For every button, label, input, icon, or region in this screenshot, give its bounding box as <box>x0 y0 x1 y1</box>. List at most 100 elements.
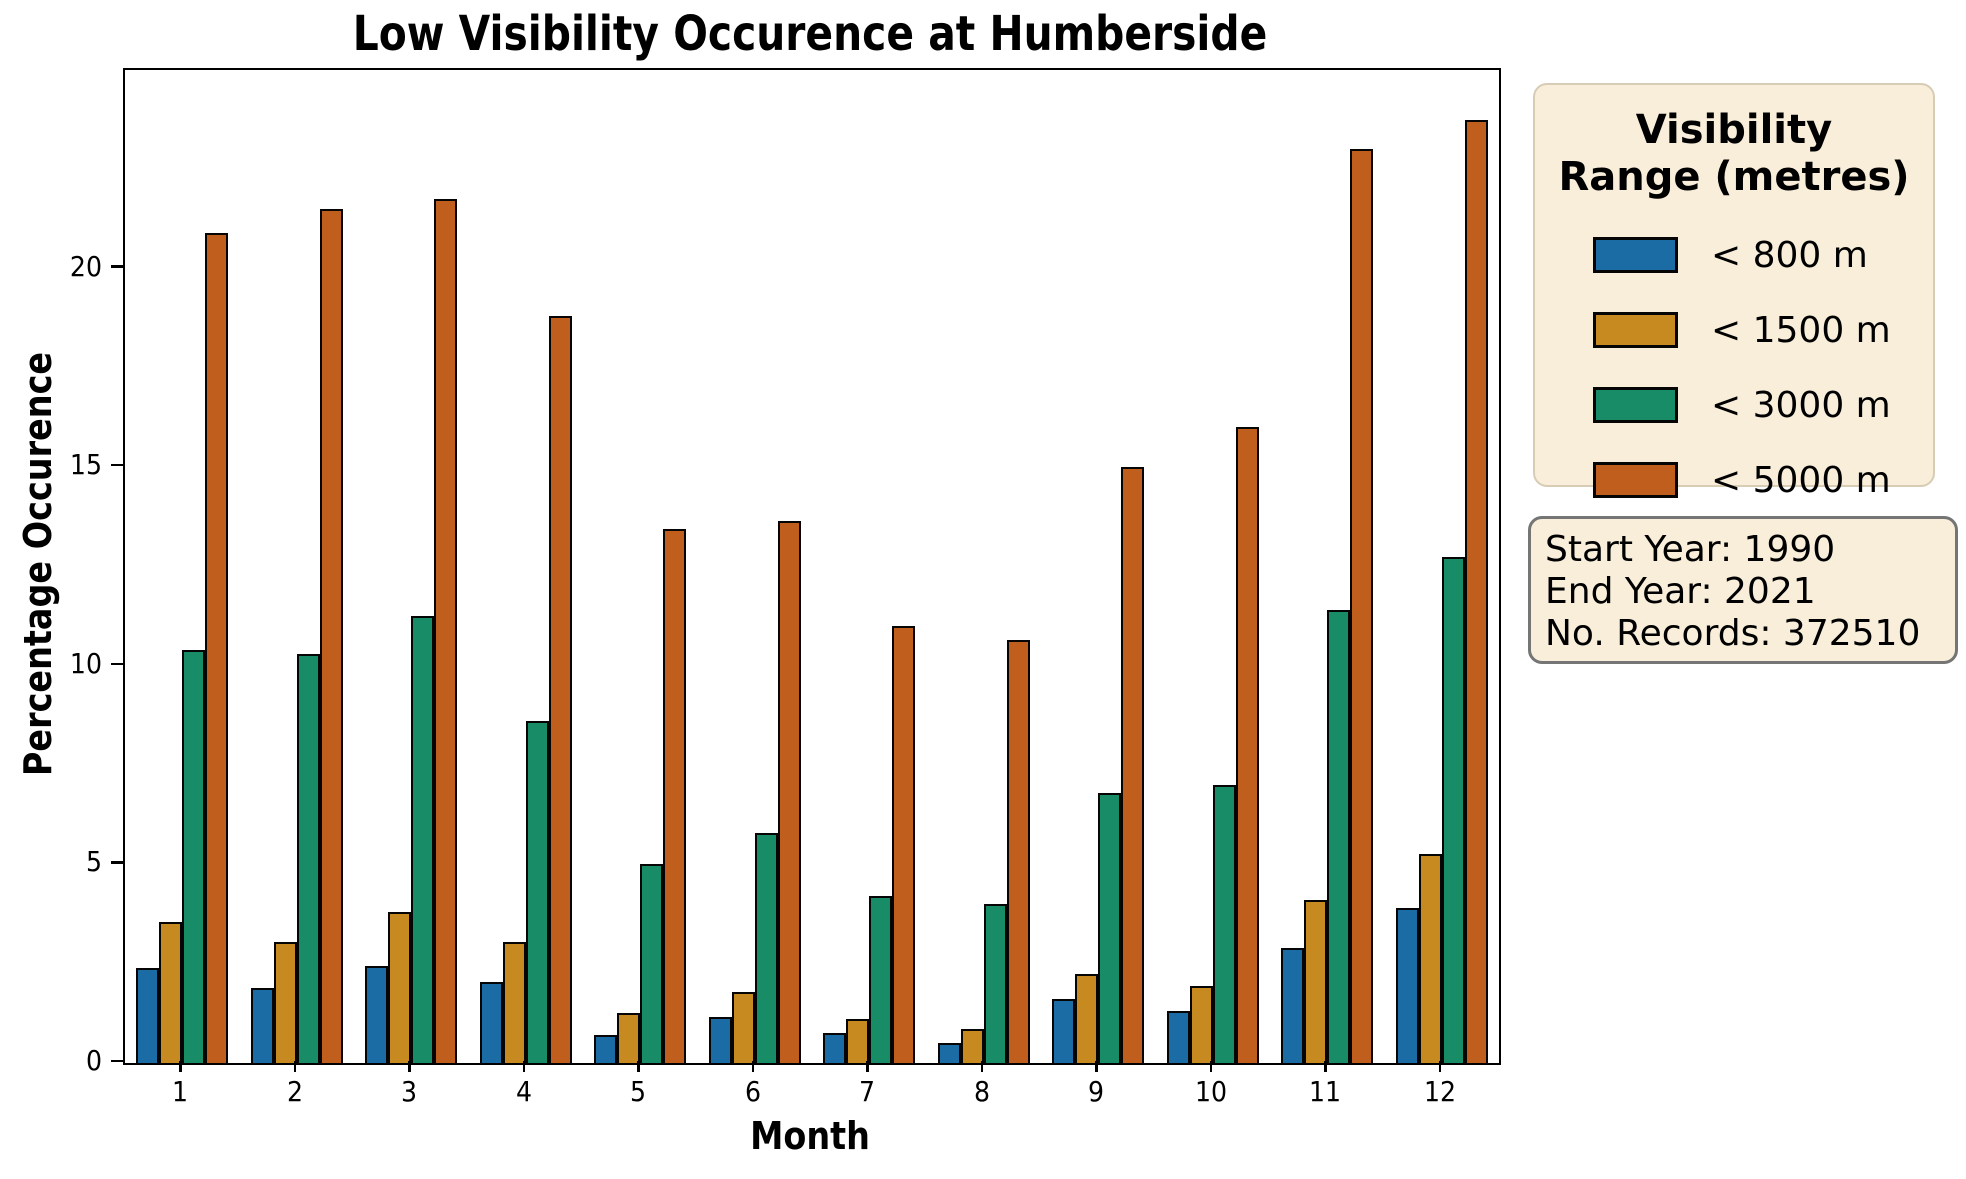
x-tick-mark-6 <box>751 1061 754 1072</box>
x-tick-label-9: 9 <box>1088 1075 1105 1108</box>
bar-group-month-2 <box>240 70 355 1063</box>
x-tick-mark-1 <box>179 1061 182 1072</box>
legend-title: Visibility Range (metres) <box>1535 107 1933 201</box>
y-tick-label-5: 5 <box>85 845 102 879</box>
bar-month-5-3000m <box>640 864 664 1063</box>
x-axis-label: Month <box>750 1114 870 1158</box>
bar-group-month-8 <box>927 70 1042 1063</box>
bar-month-7-5000m <box>892 626 916 1063</box>
y-tick-mark-10 <box>111 662 123 666</box>
bar-month-4-800m <box>479 981 503 1063</box>
y-tick-mark-0 <box>111 1059 123 1063</box>
plot-area <box>123 68 1501 1065</box>
bar-month-3-1500m <box>388 912 412 1063</box>
bar-group-month-1 <box>125 70 240 1063</box>
y-tick-mark-20 <box>111 265 123 268</box>
bar-month-11-3000m <box>1327 610 1351 1063</box>
x-tick-label-2: 2 <box>286 1075 303 1108</box>
bar-month-1-800m <box>136 967 160 1063</box>
y-axis-label: Percentage Occurence <box>16 351 60 777</box>
bar-series-container <box>125 70 1499 1063</box>
bar-month-4-1500m <box>502 941 526 1063</box>
green-swatch-icon <box>1593 387 1678 424</box>
bar-month-5-1500m <box>617 1013 641 1063</box>
legend-title-line2: Range (metres) <box>1558 153 1910 200</box>
bar-group-month-11 <box>1270 70 1385 1063</box>
bar-month-4-3000m <box>525 721 549 1063</box>
x-tick-mark-7 <box>866 1061 869 1072</box>
bar-month-9-3000m <box>1098 792 1122 1063</box>
x-tick-label-4: 4 <box>515 1075 532 1108</box>
legend-items: < 800 m < 1500 m < 3000 m < 5000 m <box>1535 235 1933 501</box>
y-tick-label-15: 15 <box>69 448 102 482</box>
bar-group-month-7 <box>812 70 927 1063</box>
y-tick-label-20: 20 <box>69 249 102 283</box>
bar-month-12-1500m <box>1418 854 1442 1063</box>
legend-item-3000m: < 3000 m <box>1593 385 1933 426</box>
bar-month-7-3000m <box>869 896 893 1063</box>
bar-month-9-5000m <box>1121 467 1145 1063</box>
gold-swatch-icon <box>1593 312 1678 349</box>
x-tick-label-10: 10 <box>1194 1075 1227 1108</box>
bar-month-7-1500m <box>846 1019 870 1063</box>
x-tick-label-8: 8 <box>973 1075 990 1108</box>
x-tick-mark-8 <box>980 1061 983 1072</box>
info-line-2: End Year: 2021 <box>1545 571 1816 612</box>
bar-month-12-5000m <box>1464 119 1488 1063</box>
bar-group-month-10 <box>1156 70 1271 1063</box>
bar-month-9-800m <box>1052 999 1076 1063</box>
bar-month-8-5000m <box>1006 639 1030 1063</box>
y-tick-mark-15 <box>111 463 123 467</box>
bar-group-month-5 <box>583 70 698 1063</box>
y-tick-label-0: 0 <box>85 1044 102 1077</box>
x-tick-label-11: 11 <box>1309 1075 1342 1108</box>
x-tick-mark-5 <box>637 1061 640 1072</box>
bar-month-12-3000m <box>1441 556 1465 1063</box>
bar-month-6-800m <box>708 1017 732 1063</box>
legend-label: < 800 m <box>1711 234 1868 276</box>
x-tick-label-1: 1 <box>172 1075 189 1108</box>
bar-month-4-5000m <box>548 316 572 1063</box>
bar-month-5-800m <box>594 1035 618 1063</box>
legend-label: < 5000 m <box>1711 459 1891 501</box>
y-tick-mark-5 <box>111 861 123 864</box>
bar-month-11-1500m <box>1304 900 1328 1063</box>
bar-month-2-1500m <box>273 941 297 1063</box>
bar-group-month-3 <box>354 70 469 1063</box>
bar-group-month-12 <box>1385 70 1500 1063</box>
bar-month-1-1500m <box>159 922 183 1063</box>
bar-group-month-6 <box>698 70 813 1063</box>
bar-month-7-800m <box>823 1033 847 1063</box>
bar-month-8-1500m <box>960 1029 984 1063</box>
x-tick-mark-12 <box>1438 1061 1441 1072</box>
x-tick-label-3: 3 <box>401 1075 418 1108</box>
bar-month-2-3000m <box>296 653 320 1063</box>
bar-month-11-5000m <box>1350 149 1374 1063</box>
bar-month-10-1500m <box>1189 985 1213 1063</box>
bar-month-1-3000m <box>182 649 206 1063</box>
bar-group-month-9 <box>1041 70 1156 1063</box>
x-tick-label-5: 5 <box>630 1075 647 1108</box>
legend-item-1500m: < 1500 m <box>1593 310 1933 351</box>
legend-label: < 3000 m <box>1711 384 1891 426</box>
x-tick-mark-9 <box>1095 1061 1098 1072</box>
x-tick-mark-2 <box>293 1061 296 1072</box>
x-tick-mark-10 <box>1209 1061 1212 1072</box>
chart-title: Low Visibility Occurence at Humberside <box>352 6 1268 62</box>
bar-month-6-3000m <box>754 832 778 1063</box>
bar-month-10-3000m <box>1212 784 1236 1063</box>
bar-month-9-1500m <box>1075 973 1099 1063</box>
legend-item-5000m: < 5000 m <box>1593 460 1933 501</box>
orange-swatch-icon <box>1593 462 1678 499</box>
bar-month-6-1500m <box>731 991 755 1063</box>
x-tick-label-6: 6 <box>744 1075 761 1108</box>
bar-month-3-800m <box>365 965 389 1063</box>
info-line-3: No. Records: 372510 <box>1545 613 1921 654</box>
legend: Visibility Range (metres) < 800 m < 1500 … <box>1533 83 1935 501</box>
bar-month-8-800m <box>937 1043 961 1063</box>
bar-month-3-5000m <box>434 199 458 1063</box>
bar-month-11-800m <box>1281 947 1305 1063</box>
bar-month-6-5000m <box>777 520 801 1063</box>
bar-month-10-5000m <box>1235 427 1259 1063</box>
